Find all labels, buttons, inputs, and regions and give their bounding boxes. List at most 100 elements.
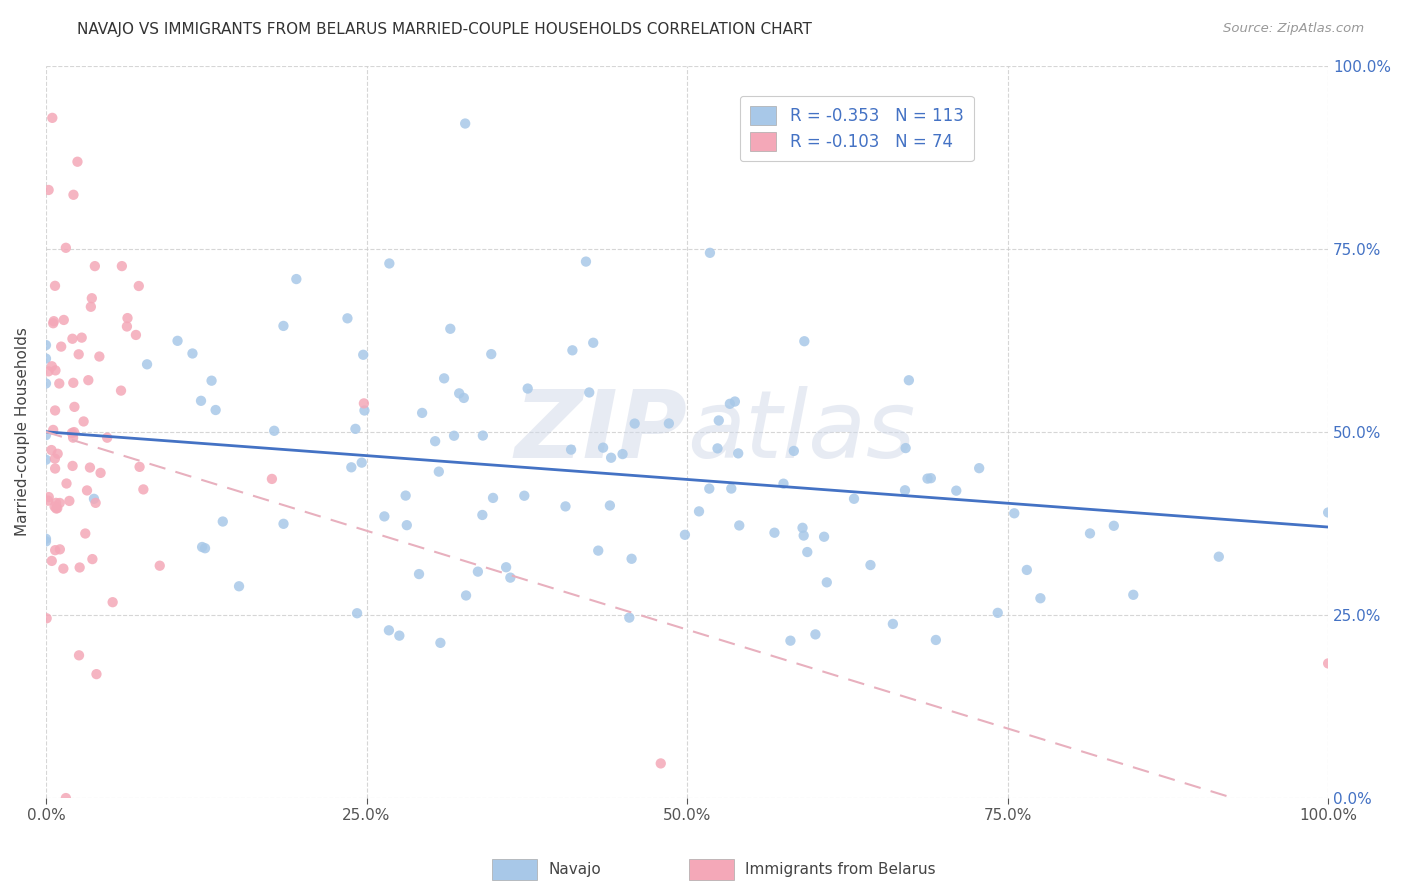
Point — [70, 331, 93, 345]
Point — [63, 425, 86, 439]
Point — [561, 343, 583, 358]
Point — [724, 394, 747, 409]
Point — [650, 756, 672, 771]
Point — [697, 482, 720, 496]
Point — [115, 319, 138, 334]
Point — [60, 425, 83, 440]
Point — [658, 417, 681, 431]
Point — [495, 560, 517, 574]
Point — [443, 428, 465, 442]
Point — [46, 501, 69, 516]
Point — [467, 565, 489, 579]
Point — [427, 465, 450, 479]
Point — [263, 424, 285, 438]
Point — [813, 530, 835, 544]
Point — [75, 526, 97, 541]
Point — [132, 483, 155, 497]
Point — [62, 458, 84, 473]
Point — [38, 364, 60, 378]
Point — [429, 636, 451, 650]
Point — [793, 334, 815, 349]
Point — [117, 311, 139, 326]
Point — [101, 595, 124, 609]
Point — [408, 567, 430, 582]
Point — [513, 489, 536, 503]
Point — [620, 551, 643, 566]
Point — [718, 397, 741, 411]
Point — [793, 528, 815, 542]
Point — [1317, 657, 1340, 671]
Point — [66, 154, 89, 169]
Point — [35, 428, 58, 442]
Point — [35, 452, 58, 467]
Point — [79, 460, 101, 475]
Point — [228, 579, 250, 593]
Point — [194, 541, 217, 556]
Point — [190, 393, 212, 408]
Point — [352, 348, 374, 362]
Point — [353, 396, 375, 410]
Point — [842, 491, 865, 506]
Point — [471, 508, 494, 522]
Point — [82, 552, 104, 566]
Point — [378, 624, 401, 638]
Point — [200, 374, 222, 388]
Text: Source: ZipAtlas.com: Source: ZipAtlas.com — [1223, 22, 1364, 36]
Point — [340, 460, 363, 475]
Point — [63, 400, 86, 414]
Point — [58, 494, 80, 508]
Point — [592, 441, 614, 455]
Point — [395, 489, 418, 503]
Point — [1122, 588, 1144, 602]
Point — [35, 338, 58, 352]
Point — [84, 496, 107, 510]
Point — [35, 376, 58, 391]
Point — [72, 414, 94, 428]
Text: Navajo: Navajo — [548, 863, 602, 877]
Point — [882, 616, 904, 631]
Point — [439, 322, 461, 336]
Point — [80, 291, 103, 305]
Point — [37, 493, 59, 508]
Point — [599, 499, 621, 513]
Point — [51, 340, 73, 354]
Text: NAVAJO VS IMMIGRANTS FROM BELARUS MARRIED-COUPLE HOUSEHOLDS CORRELATION CHART: NAVAJO VS IMMIGRANTS FROM BELARUS MARRIE… — [77, 22, 813, 37]
Point — [728, 518, 751, 533]
Point — [41, 359, 63, 374]
Text: ZIP: ZIP — [515, 386, 688, 478]
Point — [1102, 518, 1125, 533]
Point — [181, 346, 204, 360]
Point — [41, 443, 63, 458]
Legend: R = -0.353   N = 113, R = -0.103   N = 74: R = -0.353 N = 113, R = -0.103 N = 74 — [740, 96, 973, 161]
Point — [471, 428, 494, 442]
Point — [45, 501, 67, 516]
Point — [945, 483, 967, 498]
Point — [55, 241, 77, 255]
Point — [763, 525, 786, 540]
Point — [90, 466, 112, 480]
Point — [44, 461, 66, 475]
Point — [67, 648, 90, 663]
Point — [804, 627, 827, 641]
Point — [211, 515, 233, 529]
Point — [35, 351, 58, 366]
Point — [453, 391, 475, 405]
Point — [582, 335, 605, 350]
Point — [35, 534, 58, 549]
Point — [388, 629, 411, 643]
Point — [46, 447, 69, 461]
Point — [44, 451, 66, 466]
Point — [925, 632, 948, 647]
Point — [41, 554, 63, 568]
Point — [166, 334, 188, 348]
Point — [128, 459, 150, 474]
Point — [125, 327, 148, 342]
Point — [575, 254, 598, 268]
Point — [35, 611, 58, 625]
Y-axis label: Married-couple Households: Married-couple Households — [15, 327, 30, 536]
Point — [42, 314, 65, 328]
Point — [55, 476, 77, 491]
Point — [44, 543, 66, 558]
Point — [499, 571, 522, 585]
Point — [111, 259, 134, 273]
